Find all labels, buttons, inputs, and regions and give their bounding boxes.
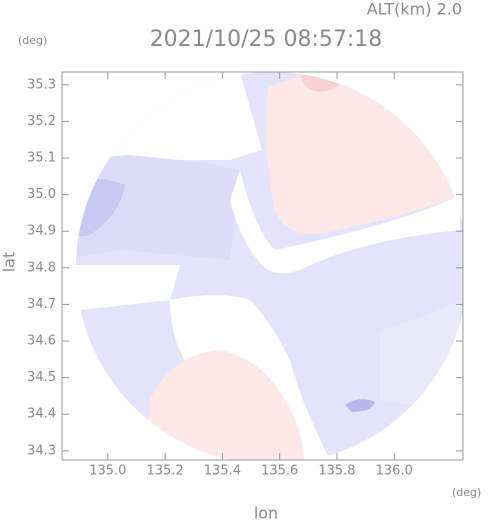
y-tick-label: 35.2: [27, 114, 56, 129]
y-tick-label: 35.0: [27, 187, 56, 202]
x-tick-label: 135.4: [204, 464, 241, 479]
y-tick-label: 35.1: [27, 151, 56, 166]
y-unit: (deg): [18, 34, 47, 47]
y-tick-label: 34.9: [27, 224, 56, 239]
x-tick-label: 136.0: [376, 464, 413, 479]
plot-frame: [61, 71, 464, 461]
y-tick-label: 34.8: [27, 260, 56, 275]
y-tick-label: 34.5: [27, 370, 56, 385]
y-tick-label: 34.6: [27, 334, 56, 349]
x-tick-label: 135.6: [261, 464, 298, 479]
x-unit: (deg): [452, 486, 481, 499]
radar-field: [62, 72, 463, 460]
x-axis-label: lon: [254, 504, 278, 521]
y-axis-label: lat: [0, 252, 19, 273]
x-tick-label: 135.8: [318, 464, 355, 479]
y-tick-label: 34.4: [27, 407, 56, 422]
chart-title: 2021/10/25 08:57:18: [150, 27, 383, 52]
x-tick-label: 135.2: [147, 464, 184, 479]
y-tick-label: 34.3: [27, 443, 56, 458]
y-tick-label: 34.7: [27, 297, 56, 312]
x-tick-label: 135.0: [89, 464, 126, 479]
y-tick-label: 35.3: [27, 77, 56, 92]
altitude-label: ALT(km) 2.0: [367, 0, 462, 19]
